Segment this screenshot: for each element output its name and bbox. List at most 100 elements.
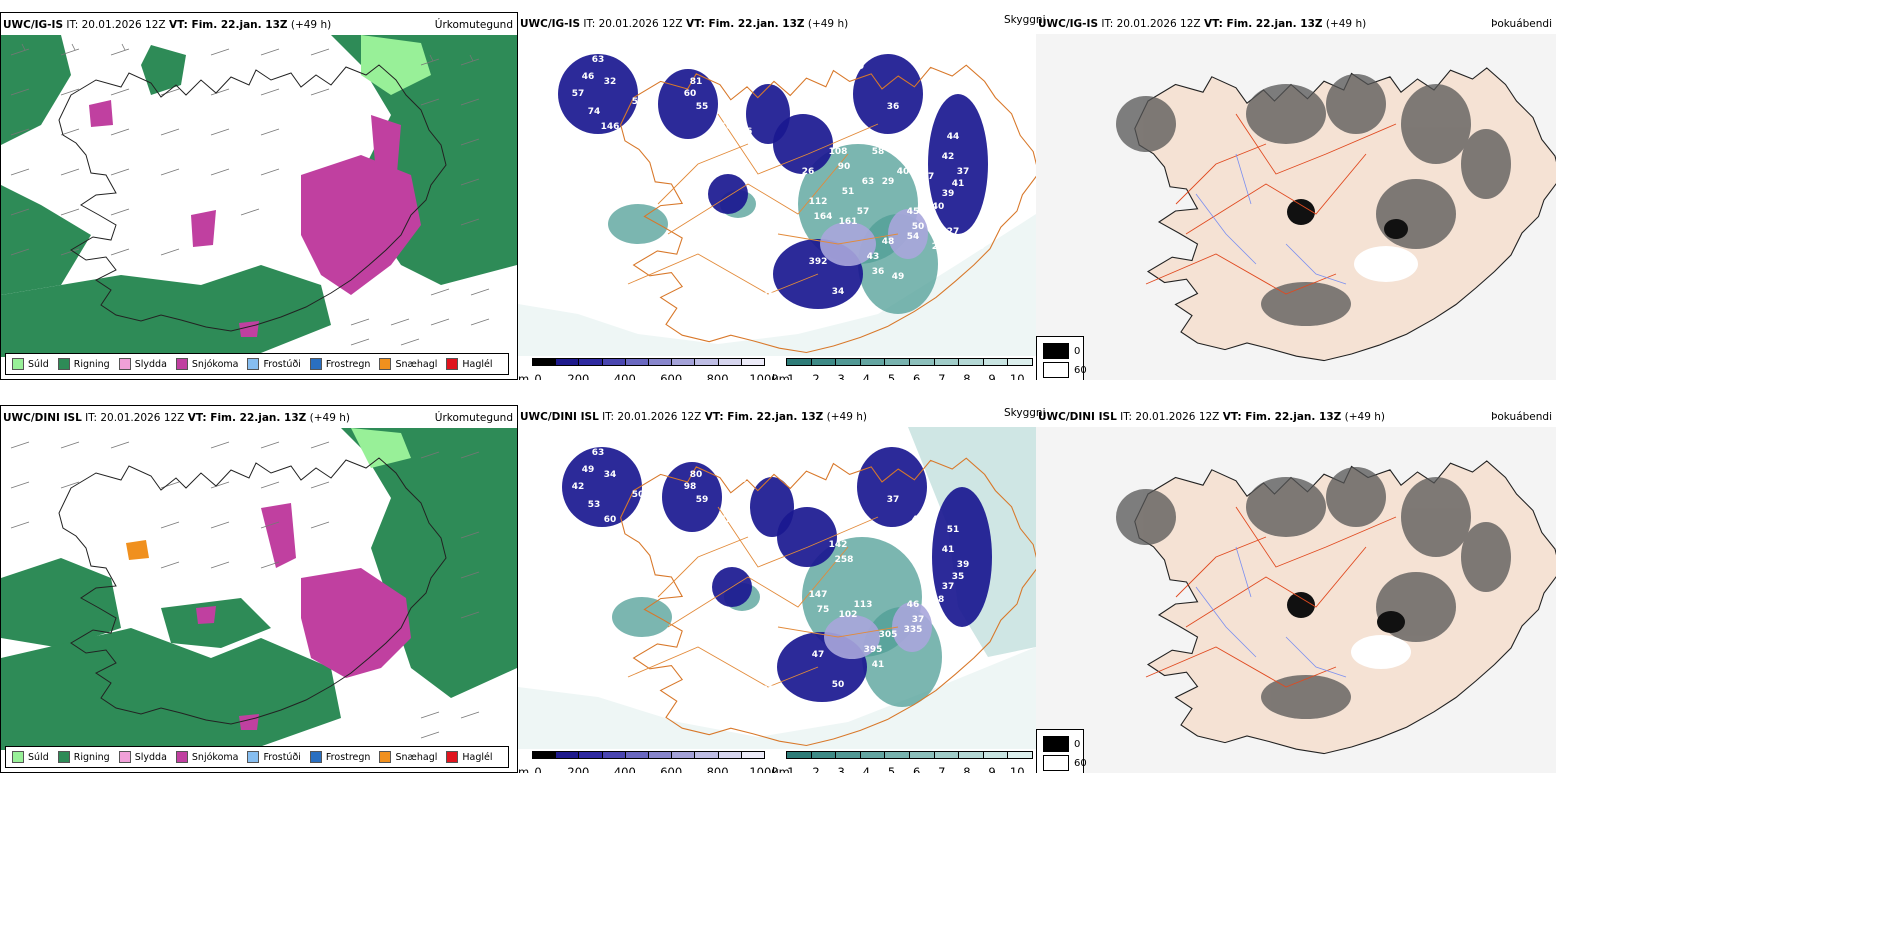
visibility-field xyxy=(558,54,638,134)
visibility-value-label: 34 xyxy=(757,329,770,339)
legend-swatch xyxy=(247,358,260,370)
visibility-value-label: 38 xyxy=(740,520,753,530)
colorbar-segment xyxy=(1007,358,1033,366)
visibility-value-label: 258 xyxy=(835,555,854,565)
visibility-value-label: 41 xyxy=(872,660,885,670)
colorbar-tick-label: 1 xyxy=(787,765,795,773)
visibility-value-label: 392 xyxy=(809,257,828,267)
legend-item: Snjókoma xyxy=(175,358,238,370)
colorbar-segment xyxy=(624,358,649,366)
legend-item: Rigning xyxy=(57,358,110,370)
product-name: Úrkomutegund xyxy=(434,19,513,31)
visibility-value-label: 36 xyxy=(887,102,900,112)
colorbar-segment xyxy=(671,751,696,759)
legend-swatch xyxy=(446,751,459,763)
visibility-value-label: 44 xyxy=(947,132,960,142)
colorbar-tick-label: 6 xyxy=(912,765,921,773)
colorbar-tick-label: 200 xyxy=(567,372,590,380)
colorbar-segment xyxy=(601,751,626,759)
colorbar-tick-label: 10 xyxy=(1009,765,1025,773)
panel-header: UWC/IG-IS IT: 20.01.2026 12Z VT: Fim. 22… xyxy=(520,16,1032,32)
fog-legend: 0 60 xyxy=(1036,336,1087,380)
visibility-value-label: 49 xyxy=(582,465,595,475)
visibility-value-label: 75 xyxy=(817,605,830,615)
init-time: IT: 20.01.2026 12Z xyxy=(1120,411,1220,423)
lead-time: (+49 h) xyxy=(290,19,332,31)
colorbar-segment xyxy=(694,751,719,759)
visibility-panel-dini: UWC/DINI ISL IT: 20.01.2026 12Z VT: Fim.… xyxy=(518,405,1036,773)
colorbar-segment xyxy=(694,358,719,366)
fog-legend-item: 60 xyxy=(1043,362,1087,378)
legend-item: Snæhagl xyxy=(379,358,437,370)
legend-swatch xyxy=(379,751,392,763)
colorbar-tick-label: 3 xyxy=(837,765,845,773)
fog-legend-item: 60 xyxy=(1043,755,1087,771)
colorbar-tick-label: 5 xyxy=(887,765,896,773)
visibility-value-label: 39 xyxy=(957,560,970,570)
legend-swatch xyxy=(118,358,131,370)
init-time: IT: 20.01.2026 12Z xyxy=(85,412,185,424)
visibility-value-label: 68 xyxy=(727,700,740,710)
visibility-value-label: 90 xyxy=(838,162,851,172)
colorbar-segment xyxy=(555,358,580,366)
product-name: Þokuábendi xyxy=(1491,411,1552,423)
product-name: Þokuábendi xyxy=(1491,18,1552,30)
visibility-value-label: 47 xyxy=(734,82,747,92)
legend-item: Súld xyxy=(12,358,49,370)
visibility-field xyxy=(708,174,748,214)
visibility-value-label: 43 xyxy=(867,252,880,262)
visibility-value-label: 66 xyxy=(740,127,753,137)
visibility-value-label: 53 xyxy=(588,500,601,510)
visibility-value-label: 57 xyxy=(572,89,585,99)
lead-time: (+49 h) xyxy=(309,412,350,424)
valid-time: VT: Fim. 22.jan. 13Z xyxy=(1203,18,1323,30)
legend-swatch xyxy=(57,751,70,763)
precip-type-panel-dini: UWC/DINI ISL IT: 20.01.2026 12Z VT: Fim.… xyxy=(0,405,518,773)
model-name: UWC/IG-IS xyxy=(3,19,64,31)
colorbar-segment xyxy=(909,751,935,759)
colorbar-segment xyxy=(982,751,1009,759)
legend-item: Rigning xyxy=(57,751,110,763)
visibility-value-label: 42 xyxy=(572,482,585,492)
visibility-value-label: 40 xyxy=(932,202,945,212)
colorbar-segment xyxy=(578,751,603,759)
visibility-value-label: 57 xyxy=(857,207,870,217)
visibility-value-label: 34 xyxy=(832,287,845,297)
legend-swatch xyxy=(175,751,188,763)
precip-type-legend: Súld Rigning Slydda Snjókoma Frostúði Fr… xyxy=(5,746,509,768)
valid-time: VT: Fim. 22.jan. 13Z xyxy=(168,19,288,31)
visibility-value-label: 34 xyxy=(912,122,925,132)
valid-time: VT: Fim. 22.jan. 13Z xyxy=(1222,411,1342,423)
lead-time: (+49 h) xyxy=(807,18,849,30)
colorbar-tick-label: 7 xyxy=(938,372,946,380)
visibility-value-label: 81 xyxy=(690,77,703,87)
visibility-value-label: 37 xyxy=(912,615,925,625)
colorbar-tick-label: 9 xyxy=(988,765,996,773)
visibility-value-label: 63 xyxy=(592,448,605,458)
visibility-value-label: 112 xyxy=(809,197,828,207)
visibility-value-label: 146 xyxy=(601,122,620,132)
colorbar-tick-label: 0 xyxy=(534,765,542,773)
colorbar-segment xyxy=(958,751,984,759)
visibility-value-label: 113 xyxy=(854,600,873,610)
visibility-value-label: 48 xyxy=(882,237,895,247)
wind-barbs xyxy=(10,43,490,346)
model-name: UWC/IG-IS xyxy=(1038,18,1099,30)
legend-swatch xyxy=(175,358,188,370)
legend-item: Slydda xyxy=(118,358,167,370)
colorbar-segment xyxy=(624,751,649,759)
visibility-value-label: 88 xyxy=(972,242,985,252)
init-time: IT: 20.01.2026 12Z xyxy=(602,411,702,423)
legend-swatch xyxy=(446,358,459,370)
colorbar-segment xyxy=(810,751,837,759)
visibility-value-label: 55 xyxy=(696,102,709,112)
lead-time: (+49 h) xyxy=(1344,411,1385,423)
visibility-value-label: 395 xyxy=(864,645,883,655)
visibility-value-label: 55 xyxy=(632,97,645,107)
visibility-value-label: 51 xyxy=(842,187,855,197)
visibility-value-label: 98 xyxy=(684,482,697,492)
legend-item: Haglél xyxy=(446,358,493,370)
fog-index-panel-dini: UWC/DINI ISL IT: 20.01.2026 12Z VT: Fim.… xyxy=(1036,405,1556,773)
